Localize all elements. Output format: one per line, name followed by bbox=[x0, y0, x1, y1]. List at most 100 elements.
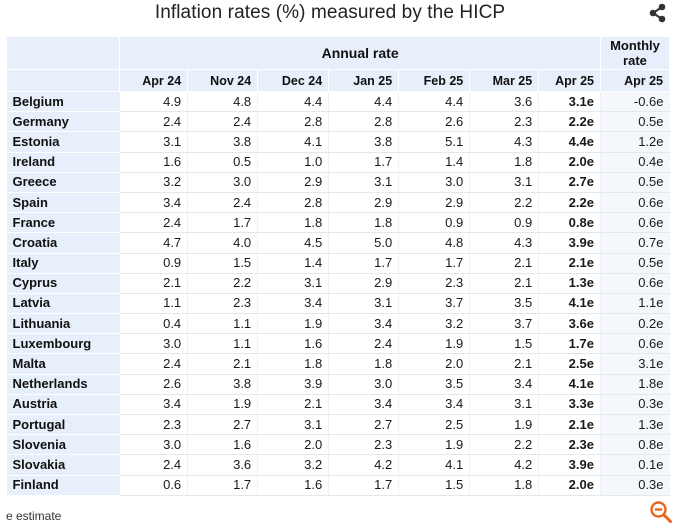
annual-rate-cell: 2.9 bbox=[398, 192, 470, 214]
current-annual-rate-cell: 2.0e bbox=[538, 152, 601, 173]
annual-rate-cell: 1.6 bbox=[257, 475, 329, 496]
annual-rate-cell: 1.8 bbox=[257, 353, 329, 375]
annual-rate-cell: 1.5 bbox=[469, 333, 539, 355]
footnote: e estimate bbox=[6, 509, 62, 523]
annual-rate-cell: 1.7 bbox=[187, 212, 258, 234]
annual-rate-cell: 4.2 bbox=[469, 454, 539, 476]
table-row: Finland 0.6 1.7 1.6 1.7 1.5 1.8 2.0e 0.3e bbox=[6, 475, 670, 496]
annual-rate-cell: 3.0 bbox=[119, 434, 188, 456]
annual-rate-cell: 3.0 bbox=[187, 172, 258, 193]
current-annual-rate-cell: 1.7e bbox=[538, 333, 601, 355]
annual-rate-cell: 4.3 bbox=[469, 131, 539, 153]
current-annual-rate-cell: 4.4e bbox=[538, 131, 601, 153]
annual-rate-cell: 2.8 bbox=[257, 192, 329, 214]
current-annual-rate-cell: 4.1e bbox=[538, 374, 601, 395]
annual-rate-cell: 1.1 bbox=[187, 313, 258, 335]
country-name: Netherlands bbox=[6, 374, 120, 395]
annual-rate-cell: 2.4 bbox=[187, 192, 258, 214]
current-annual-rate-cell: 3.9e bbox=[538, 454, 601, 476]
corner-cell bbox=[5, 36, 121, 70]
annual-rate-cell: 2.8 bbox=[257, 111, 329, 133]
annual-rate-cell: 2.3 bbox=[469, 111, 539, 133]
annual-rate-cell: 4.4 bbox=[398, 91, 470, 113]
annual-rate-cell: 2.3 bbox=[119, 414, 188, 436]
annual-rate-cell: 1.6 bbox=[187, 434, 258, 456]
annual-rate-cell: 3.1 bbox=[328, 172, 399, 193]
table-row: Ireland 1.6 0.5 1.0 1.7 1.4 1.8 2.0e 0.4e bbox=[6, 152, 670, 173]
table-row: Greece 3.2 3.0 2.9 3.1 3.0 3.1 2.7e 0.5e bbox=[6, 172, 670, 193]
table-row: Slovenia 3.0 1.6 2.0 2.3 1.9 2.2 2.3e 0.8e bbox=[6, 434, 670, 456]
annual-rate-cell: 3.7 bbox=[469, 313, 539, 335]
annual-rate-cell: 1.7 bbox=[328, 152, 399, 173]
chart-title: Inflation rates (%) measured by the HICP bbox=[154, 2, 506, 23]
annual-rate-cell: 1.8 bbox=[469, 152, 539, 173]
annual-rate-cell: 2.0 bbox=[257, 434, 329, 456]
monthly-rate-cell: -0.6e bbox=[599, 91, 670, 113]
share-icon[interactable] bbox=[647, 3, 669, 23]
annual-rate-cell: 2.4 bbox=[119, 353, 188, 375]
table-row: Cyprus 2.1 2.2 3.1 2.9 2.3 2.1 1.3e 0.6e bbox=[6, 273, 670, 294]
annual-rate-cell: 2.2 bbox=[469, 434, 539, 456]
annual-rate-cell: 3.2 bbox=[257, 454, 329, 476]
table-row: Luxembourg 3.0 1.1 1.6 2.4 1.9 1.5 1.7e 0.6e bbox=[6, 333, 670, 355]
annual-rate-cell: 1.7 bbox=[328, 475, 399, 496]
annual-rate-cell: 4.4 bbox=[328, 91, 399, 113]
current-annual-rate-cell: 2.0e bbox=[538, 475, 601, 496]
country-name: Latvia bbox=[6, 293, 120, 315]
annual-rate-cell: 2.7 bbox=[328, 414, 399, 436]
country-name: Luxembourg bbox=[6, 333, 120, 355]
corner-cell bbox=[5, 69, 121, 92]
current-annual-rate-cell: 3.9e bbox=[538, 232, 601, 254]
annual-rate-cell: 2.3 bbox=[398, 273, 470, 294]
annual-rate-cell: 1.5 bbox=[187, 253, 258, 274]
annual-rate-cell: 3.0 bbox=[398, 172, 470, 193]
table-row: France 2.4 1.7 1.8 1.8 0.9 0.9 0.8e 0.6e bbox=[6, 212, 670, 234]
annual-rate-cell: 1.4 bbox=[257, 253, 329, 274]
annual-rate-cell: 2.4 bbox=[119, 454, 188, 476]
annual-rate-cell: 2.1 bbox=[469, 253, 539, 274]
annual-rate-cell: 3.1 bbox=[328, 293, 399, 315]
annual-rate-cell: 2.9 bbox=[328, 273, 399, 294]
annual-rate-cell: 1.8 bbox=[469, 475, 539, 496]
monthly-rate-cell: 3.1e bbox=[599, 353, 670, 375]
current-annual-rate-cell: 0.8e bbox=[538, 212, 601, 234]
monthly-rate-cell: 0.5e bbox=[599, 111, 670, 133]
monthly-rate-cell: 0.6e bbox=[599, 333, 670, 355]
annual-rate-cell: 1.6 bbox=[257, 333, 329, 355]
current-annual-rate-cell: 1.3e bbox=[538, 273, 601, 294]
annual-rate-cell: 1.8 bbox=[328, 212, 399, 234]
monthly-rate-cell: 0.3e bbox=[599, 475, 670, 496]
zoom-out-icon[interactable] bbox=[649, 500, 673, 524]
annual-rate-cell: 2.2 bbox=[187, 273, 258, 294]
country-name: Slovakia bbox=[6, 454, 120, 476]
annual-rate-cell: 2.4 bbox=[328, 333, 399, 355]
current-annual-rate-cell: 3.3e bbox=[538, 394, 601, 416]
table-row: Austria 3.4 1.9 2.1 3.4 3.4 3.1 3.3e 0.3e bbox=[6, 394, 670, 416]
column-header: Apr 25 bbox=[538, 69, 601, 92]
annual-rate-cell: 2.6 bbox=[119, 374, 188, 395]
annual-rate-cell: 5.0 bbox=[328, 232, 399, 254]
table-row: Germany 2.4 2.4 2.8 2.8 2.6 2.3 2.2e 0.5e bbox=[6, 111, 670, 133]
annual-rate-cell: 2.4 bbox=[187, 111, 258, 133]
annual-rate-cell: 3.4 bbox=[119, 192, 188, 214]
annual-rate-cell: 2.5 bbox=[398, 414, 470, 436]
annual-rate-cell: 3.4 bbox=[328, 313, 399, 335]
annual-rate-cell: 4.2 bbox=[328, 454, 399, 476]
annual-rate-cell: 4.8 bbox=[398, 232, 470, 254]
monthly-rate-cell: 0.2e bbox=[599, 313, 670, 335]
table-row: Spain 3.4 2.4 2.8 2.9 2.9 2.2 2.2e 0.6e bbox=[6, 192, 670, 214]
monthly-rate-cell: 0.6e bbox=[599, 273, 670, 294]
table-row: Portugal 2.3 2.7 3.1 2.7 2.5 1.9 2.1e 1.3e bbox=[6, 414, 670, 436]
annual-rate-cell: 1.4 bbox=[398, 152, 470, 173]
annual-rate-cell: 3.0 bbox=[119, 333, 188, 355]
annual-rate-cell: 0.9 bbox=[469, 212, 539, 234]
annual-rate-cell: 2.0 bbox=[398, 353, 470, 375]
column-header: Apr 25 bbox=[599, 69, 671, 92]
annual-rate-cell: 3.4 bbox=[257, 293, 329, 315]
table-row: Netherlands 2.6 3.8 3.9 3.0 3.5 3.4 4.1e 1.8e bbox=[6, 374, 670, 395]
country-name: Belgium bbox=[6, 91, 120, 113]
column-header: Feb 25 bbox=[398, 69, 471, 92]
annual-rate-cell: 3.1 bbox=[469, 172, 539, 193]
monthly-rate-cell: 1.3e bbox=[599, 414, 670, 436]
current-annual-rate-cell: 2.2e bbox=[538, 192, 601, 214]
